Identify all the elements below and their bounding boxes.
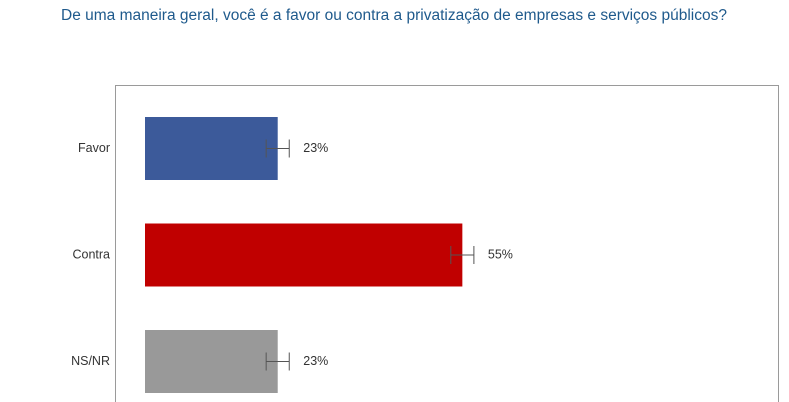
category-label: NS/NR <box>71 354 110 368</box>
error-bar <box>265 139 290 158</box>
category-label: Favor <box>78 141 110 155</box>
bar <box>145 330 278 393</box>
value-label: 55% <box>488 247 513 261</box>
bar <box>145 117 278 180</box>
plot-frame <box>115 85 779 402</box>
error-bar <box>450 246 475 264</box>
chart-title: De uma maneira geral, você é a favor ou … <box>61 7 727 24</box>
error-bar <box>265 352 290 371</box>
value-label: 23% <box>303 354 328 368</box>
value-label: 23% <box>303 141 328 155</box>
category-label: Contra <box>72 247 110 261</box>
bar <box>145 223 463 287</box>
